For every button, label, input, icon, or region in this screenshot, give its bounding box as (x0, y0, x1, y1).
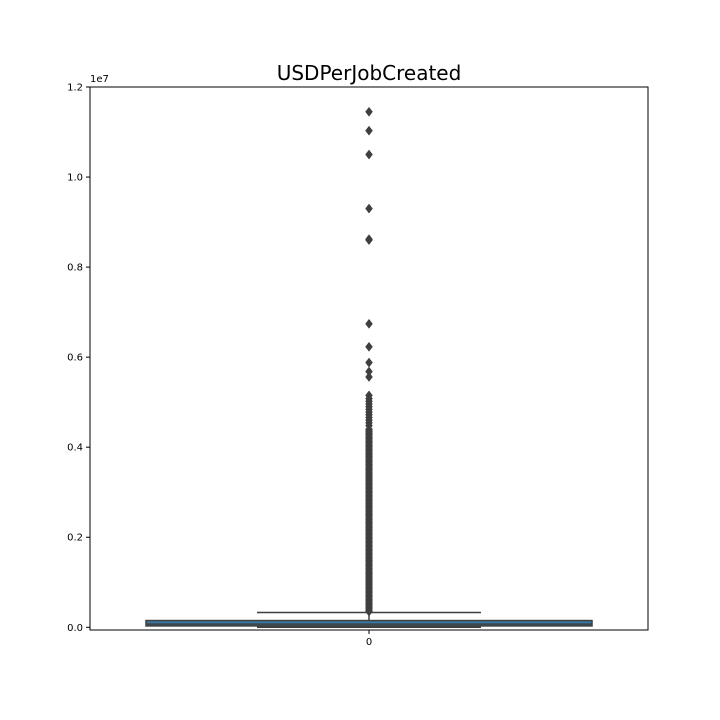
y-tick-label: 0.4 (67, 443, 83, 454)
y-tick-label: 0.0 (67, 623, 83, 634)
y-tick-label: 1.2 (67, 83, 83, 94)
outlier-point (365, 341, 373, 352)
x-axis: 0 (366, 630, 372, 648)
y-tick-label: 0.6 (67, 353, 83, 364)
outlier-point (365, 106, 373, 117)
outlier-point (365, 372, 373, 382)
outlier-point (365, 420, 373, 431)
outlier-point (365, 203, 373, 214)
axes-frame (89, 86, 649, 631)
y-axis: 0.0 0.2 0.4 0.6 0.8 1.0 1.2 (67, 83, 90, 634)
outlier-point (365, 125, 373, 136)
y-offset-label: 1e7 (90, 74, 109, 85)
y-tick-label: 0.2 (67, 533, 83, 544)
y-tick-label: 1.0 (67, 173, 83, 184)
outlier-point (365, 235, 373, 246)
outlier-point (365, 149, 373, 160)
outlier-point (365, 318, 373, 329)
chart-title: USDPerJobCreated (277, 61, 462, 85)
y-tick-label: 0.8 (67, 263, 83, 274)
iqr-box (145, 619, 593, 627)
plot-area (145, 106, 593, 629)
x-tick-label: 0 (366, 637, 372, 648)
